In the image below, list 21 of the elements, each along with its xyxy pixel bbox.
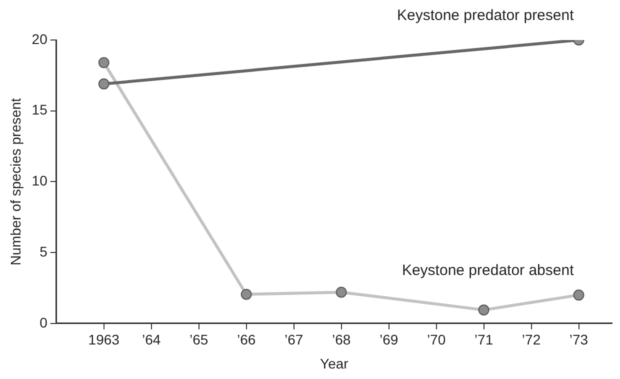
y-tick-label: 20 xyxy=(32,30,48,47)
x-tick-label: ’69 xyxy=(379,332,398,348)
y-tick-label: 5 xyxy=(40,243,48,260)
x-tick-label: ’71 xyxy=(474,332,494,348)
x-tick-label: ’67 xyxy=(284,332,304,348)
x-tick-label: ’65 xyxy=(189,332,208,348)
y-axis-title: Number of species present xyxy=(7,98,24,266)
series-label: Keystone predator absent xyxy=(402,262,575,280)
x-tick-label: ’64 xyxy=(142,332,161,348)
x-tick-label: ’72 xyxy=(522,332,541,348)
y-tick-label: 15 xyxy=(32,102,48,118)
x-tick-label: ’73 xyxy=(569,332,588,348)
x-tick-label: ’68 xyxy=(332,332,351,348)
y-tick-label: 10 xyxy=(32,172,48,189)
series-label: Keystone predator present xyxy=(396,7,575,24)
x-axis-title: Year xyxy=(320,355,349,372)
x-tick-label: ’70 xyxy=(426,332,446,348)
y-tick-label: 0 xyxy=(40,314,48,330)
point xyxy=(98,78,110,90)
x-tick-label: ’66 xyxy=(236,332,256,348)
x-tick-label: 1963 xyxy=(88,332,120,348)
